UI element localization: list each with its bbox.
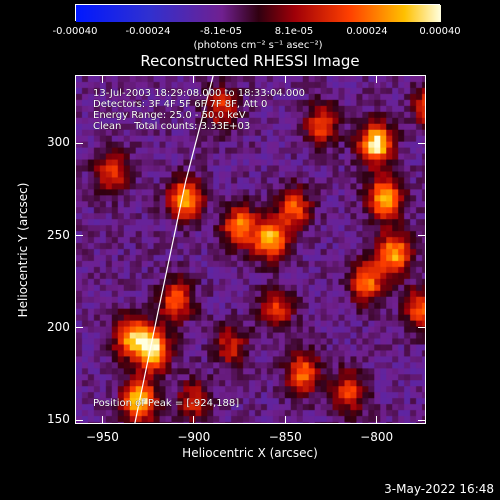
colorbar-tick-label: 0.00040	[419, 26, 461, 37]
x-tick-mark	[101, 416, 103, 424]
colorbar-tick-label: -0.00040	[52, 26, 98, 37]
chart-title: Reconstructed RHESSI Image	[140, 52, 360, 70]
y-tick-mark	[75, 419, 83, 421]
y-tick-mark	[75, 327, 83, 329]
heatmap-image	[76, 76, 425, 423]
x-tick-mark	[284, 75, 286, 83]
x-tick-mark	[376, 416, 378, 424]
colorbar-tick-label: 0.00024	[346, 26, 388, 37]
x-tick-mark	[376, 75, 378, 83]
x-tick-label: −900	[177, 430, 211, 444]
y-tick-label: 250	[47, 227, 70, 242]
y-tick-mark	[418, 142, 426, 144]
colorbar-tick-label: 8.1e-05	[274, 26, 314, 37]
y-tick-mark	[75, 235, 83, 237]
y-tick-mark	[75, 142, 83, 144]
y-axis-label: Heliocentric Y (arcsec)	[16, 182, 30, 318]
x-tick-label: −800	[360, 430, 394, 444]
y-tick-mark	[418, 327, 426, 329]
x-tick-label: −950	[85, 430, 119, 444]
y-tick-label: 300	[47, 135, 70, 150]
limb-overlay	[134, 76, 214, 423]
x-tick-mark	[193, 75, 195, 83]
x-tick-mark	[284, 416, 286, 424]
peak-position-label: Position of Peak = [-924,188]	[93, 398, 240, 409]
colorbar	[75, 4, 441, 22]
y-tick-mark	[418, 419, 426, 421]
solar-limb-line	[134, 76, 214, 423]
colorbar-units: (photons cm⁻² s⁻¹ asec⁻²)	[193, 40, 323, 51]
info-energy-range: Energy Range: 25.0 - 50.0 keV	[93, 110, 246, 121]
info-clean-counts: Clean Total counts: 3.33E+03	[93, 121, 251, 132]
colorbar-tick-label: -8.1e-05	[200, 26, 242, 37]
x-tick-mark	[193, 416, 195, 424]
y-tick-label: 150	[47, 412, 70, 427]
y-tick-label: 200	[47, 319, 70, 334]
x-axis-label: Heliocentric X (arcsec)	[182, 446, 318, 460]
info-time-range: 13-Jul-2003 18:29:08.000 to 18:33:04.000	[93, 88, 305, 99]
x-tick-mark	[101, 75, 103, 83]
colorbar-gradient	[76, 5, 441, 22]
y-tick-mark	[418, 235, 426, 237]
info-detectors: Detectors: 3F 4F 5F 6F 7F 8F, Att 0	[93, 99, 268, 110]
colorbar-tick-label: -0.00024	[125, 26, 171, 37]
plot-area: 13-Jul-2003 18:29:08.000 to 18:33:04.000…	[75, 75, 426, 424]
x-tick-label: −850	[268, 430, 302, 444]
timestamp: 3-May-2022 16:48	[384, 482, 494, 496]
